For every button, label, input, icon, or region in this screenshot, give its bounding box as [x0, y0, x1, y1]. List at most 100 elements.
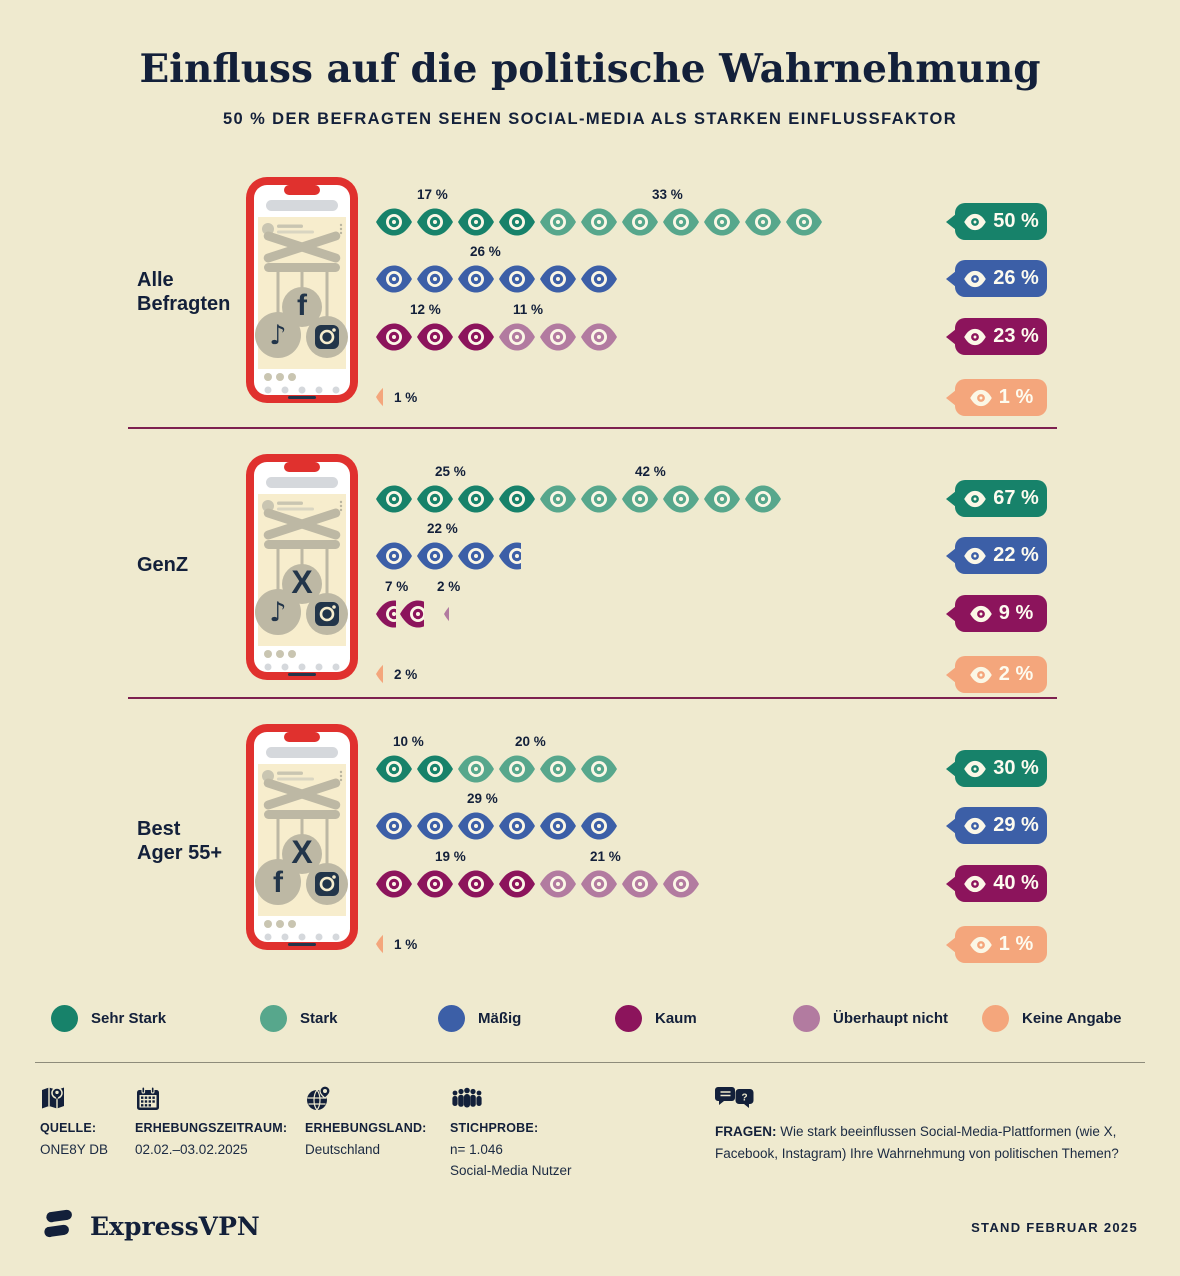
percentage-badge: 1 %: [946, 926, 1047, 963]
segment-ueberhaupt_nicht: 2 %: [437, 579, 460, 629]
eye-icon: [375, 541, 413, 571]
calendar-icon: [135, 1085, 300, 1115]
segment-keine_angabe: 1 %: [375, 929, 417, 959]
group-separator: [128, 697, 1057, 699]
badge-value: 23 %: [993, 325, 1039, 347]
eye-icon: [621, 207, 659, 237]
speech-bubbles-icon: ?: [715, 1085, 1160, 1115]
eye-icon: [969, 605, 992, 622]
eye-icon: [457, 207, 495, 237]
segment-percent-label: 1 %: [394, 936, 418, 952]
badge-value: 1 %: [998, 933, 1034, 955]
segment-stark: 42 %: [539, 464, 785, 514]
footer-fragen: ? FRAGEN: Wie stark beeinflussen Social-…: [715, 1085, 1160, 1166]
expressvpn-wordmark: ExpressVPN: [90, 1212, 260, 1241]
footer-land: ERHEBUNGSLAND: Deutschland: [305, 1085, 440, 1161]
legend-color-dot: [615, 1004, 642, 1032]
eye-icon: [539, 264, 577, 294]
phone-graphic: X ♪: [246, 454, 358, 685]
eye-icon: [375, 754, 413, 784]
legend-item: Keine Angabe: [982, 1003, 1121, 1033]
eye-icon: [375, 264, 413, 294]
legend-label: Mäßig: [478, 1009, 522, 1027]
legend-label: Sehr Stark: [91, 1009, 167, 1027]
eye-icon: [416, 754, 454, 784]
percentage-badge: 2 %: [946, 656, 1047, 693]
segment-percent-label: 17 %: [417, 187, 448, 202]
page-subtitle: 50 % DER BEFRAGTEN SEHEN SOCIAL-MEDIA AL…: [222, 110, 958, 128]
badge-tail: [946, 817, 956, 834]
badge-value: 2 %: [998, 663, 1034, 685]
badge-value: 67 %: [993, 487, 1039, 509]
stichprobe-value-n: n= 1.046: [450, 1142, 503, 1157]
eye-icon: [662, 207, 700, 237]
badge-tail: [946, 328, 956, 345]
group-separator: [128, 427, 1057, 429]
footer-divider: [35, 1062, 1145, 1063]
svg-text:♪: ♪: [269, 320, 286, 351]
eye-icon: [580, 754, 618, 784]
eye-icon: [416, 264, 454, 294]
legend-color-dot: [260, 1004, 287, 1032]
phone-illustration: f ♪: [246, 177, 358, 403]
segment-percent-label: 7 %: [385, 579, 409, 594]
eye-icon: [416, 869, 454, 899]
badge-value: 9 %: [998, 602, 1034, 624]
eye-icon: [498, 264, 536, 294]
badge-tail: [946, 760, 956, 777]
footer-zeitraum: ERHEBUNGSZEITRAUM: 02.02.–03.02.2025: [135, 1085, 300, 1161]
badge-tail: [946, 605, 956, 622]
eye-icon: [580, 484, 618, 514]
eye-row: 10 % 20 %: [375, 734, 621, 784]
eye-icon: [443, 599, 449, 629]
badge-value: 22 %: [993, 544, 1039, 566]
segment-stark: 33 %: [539, 187, 826, 237]
badge-tail: [946, 666, 956, 683]
zeitraum-value: 02.02.–03.02.2025: [135, 1142, 248, 1157]
page-title: Einfluss auf die politische Wahrnehmung: [139, 46, 1041, 92]
quelle-label: QUELLE:: [40, 1121, 97, 1135]
group-label: Alle Befragten: [137, 155, 230, 428]
eye-icon: [375, 484, 413, 514]
percentage-badge: 23 %: [946, 318, 1047, 355]
eye-row: 29 %: [375, 791, 621, 841]
eye-icon: [580, 264, 618, 294]
segment-percent-label: 19 %: [435, 849, 466, 864]
badge-value: 1 %: [998, 386, 1034, 408]
eye-icon: [498, 207, 536, 237]
group-label: Best Ager 55+: [137, 702, 222, 980]
eye-row: 1 %: [375, 382, 417, 412]
legend: Sehr Stark Stark Mäßig Kaum Überhaupt ni…: [0, 1003, 1180, 1033]
badge-tail: [946, 270, 956, 287]
eye-icon: [964, 270, 987, 287]
svg-text:f: f: [297, 289, 308, 322]
badge-value: 30 %: [993, 757, 1039, 779]
footer-quelle: QUELLE: ONE8Y DB: [40, 1085, 125, 1161]
legend-label: Keine Angabe: [1022, 1009, 1122, 1027]
segment-sehr_stark: 25 %: [375, 464, 539, 514]
eye-icon: [703, 207, 741, 237]
globe-pin-icon: [305, 1085, 440, 1115]
eye-row: 22 %: [375, 521, 524, 571]
badge-tail: [946, 490, 956, 507]
eye-icon: [457, 754, 495, 784]
segment-percent-label: 2 %: [437, 579, 461, 594]
eye-icon: [969, 936, 992, 953]
eye-icon: [964, 875, 987, 892]
phone-illustration: X f: [246, 724, 358, 950]
eye-icon: [580, 322, 618, 352]
segment-percent-label: 10 %: [393, 734, 424, 749]
land-value: Deutschland: [305, 1142, 381, 1157]
stand-date: STAND FEBRUAR 2025: [971, 1220, 1138, 1235]
eye-icon: [498, 869, 536, 899]
badge-tail: [946, 875, 956, 892]
percentage-badge: 26 %: [946, 260, 1047, 297]
stichprobe-value-desc: Social-Media Nutzer: [450, 1162, 572, 1178]
badge-value: 29 %: [993, 814, 1039, 836]
badge-value: 50 %: [993, 210, 1039, 232]
eye-icon: [498, 541, 521, 571]
eye-row: 1 %: [375, 929, 417, 959]
segment-stark: 20 %: [457, 734, 621, 784]
eye-icon: [539, 811, 577, 841]
